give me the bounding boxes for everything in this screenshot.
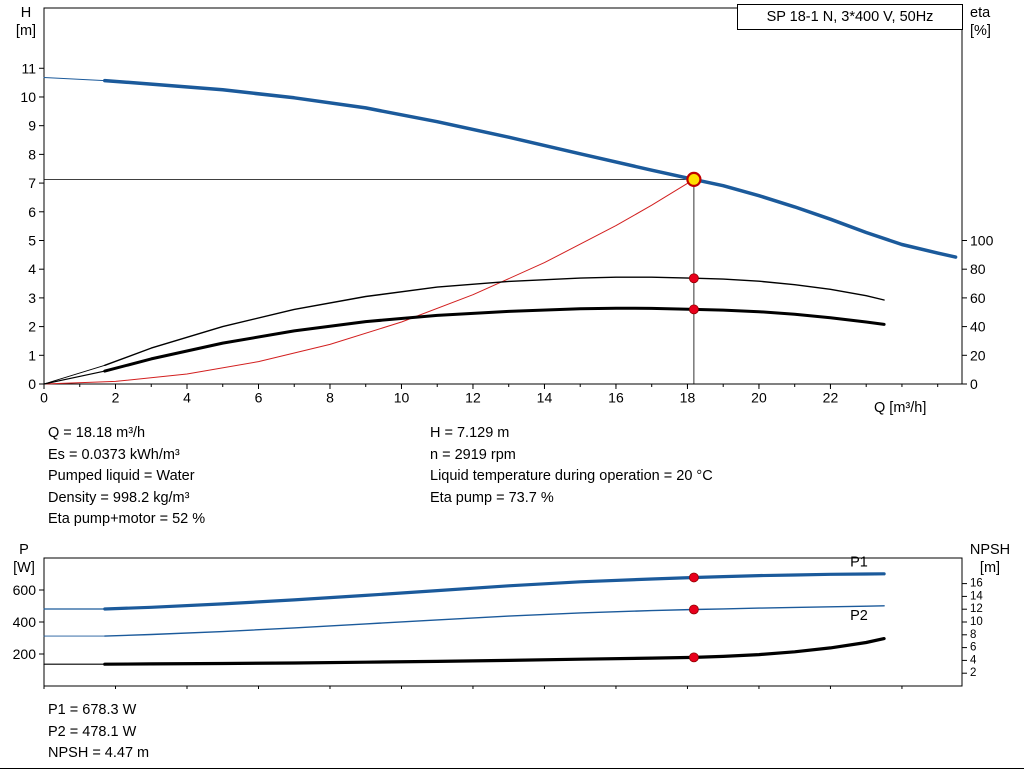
npsh-axis-name: NPSH xyxy=(969,542,1011,558)
power-npsh-chart-frame xyxy=(43,557,963,687)
y-right-tick-label: 20 xyxy=(970,347,986,363)
info-line-liquid: Pumped liquid = Water xyxy=(48,468,195,485)
info-block-bottom: P1 = 678.3 W P2 = 478.1 W NPSH = 4.47 m xyxy=(48,700,149,765)
y-right-tick-label: 12 xyxy=(970,603,983,615)
h-axis-unit: [m] xyxy=(15,23,37,39)
x-tick-label: 18 xyxy=(680,389,696,405)
qh-eta-chart-frame xyxy=(43,7,963,385)
info-block-right: H = 7.129 m n = 2919 rpm Liquid temperat… xyxy=(430,423,713,509)
info-line-h: H = 7.129 m xyxy=(430,425,510,441)
y-right-tick-label: 80 xyxy=(970,261,986,277)
info-line-eta-pump: Eta pump = 73.7 % xyxy=(430,489,554,506)
y-right-tick-label: 100 xyxy=(970,232,994,248)
x-tick-label: 8 xyxy=(326,389,334,405)
eta-pump-motor-point xyxy=(688,304,699,315)
y-right-tick-label: 14 xyxy=(970,590,983,602)
eta-pump-leader xyxy=(43,364,106,385)
y-right-tick-label: 16 xyxy=(970,578,983,590)
qh-eta-chart: 0 2 4 6 8 10 12 14 16 18 20 22012345678910110204060… xyxy=(20,7,994,405)
info-line-es: Es = 0.0373 kWh/m³ xyxy=(48,446,180,463)
q-axis-title: Q [m³/h] xyxy=(874,400,927,416)
p1-point xyxy=(688,572,699,583)
info-line-eta-pump-motor: Eta pump+motor = 52 % xyxy=(48,511,206,528)
y-left-tick-label: 7 xyxy=(28,175,36,191)
p1-curve-label: P1 xyxy=(850,554,868,570)
eta-pump-point xyxy=(688,273,699,284)
x-tick-label: 12 xyxy=(465,389,481,405)
y-left-tick-label: 3 xyxy=(28,290,36,306)
y-right-tick-label: 4 xyxy=(970,654,977,666)
duty-point xyxy=(686,171,702,187)
system-curve xyxy=(43,178,695,385)
x-tick-label: 0 xyxy=(40,389,48,405)
x-tick-label: 20 xyxy=(751,389,767,405)
y-left-tick-label: 600 xyxy=(13,582,37,598)
x-tick-label: 14 xyxy=(537,389,553,405)
y-left-tick-label: 9 xyxy=(28,118,36,134)
x-tick-label: 4 xyxy=(183,389,191,405)
p2-point xyxy=(688,604,699,615)
info-line-n: n = 2919 rpm xyxy=(430,446,516,463)
footer-divider xyxy=(0,768,1024,769)
eta-axis-unit: [%] xyxy=(970,23,991,39)
y-left-tick-label: 1 xyxy=(28,347,36,363)
x-tick-label: 2 xyxy=(112,389,120,405)
y-right-tick-label: 40 xyxy=(970,319,986,335)
eta-pump-motor-curve xyxy=(103,306,886,373)
info-line-p1: P1 = 678.3 W xyxy=(48,702,137,718)
npsh-axis-title: NPSH [m] xyxy=(962,541,1018,577)
y-right-tick-label: 6 xyxy=(970,642,976,654)
y-left-tick-label: 5 xyxy=(28,232,36,248)
y-left-tick-label: 11 xyxy=(21,60,36,76)
y-right-tick-label: 0 xyxy=(970,376,978,392)
p1-curve xyxy=(103,572,886,611)
x-tick-label: 16 xyxy=(608,389,624,405)
y-right-tick-label: 8 xyxy=(970,629,976,641)
y-left-tick-label: 4 xyxy=(28,261,36,277)
y-left-tick-label: 6 xyxy=(28,204,36,220)
qh-curve xyxy=(103,78,958,259)
y-right-tick-label: 10 xyxy=(970,616,983,628)
info-line-q: Q = 18.18 m³/h xyxy=(48,425,146,441)
info-line-npsh: NPSH = 4.47 m xyxy=(48,745,150,762)
pump-title-box: SP 18-1 N, 3*400 V, 50Hz xyxy=(737,4,963,30)
p-axis-name: P xyxy=(19,542,29,558)
y-left-tick-label: 8 xyxy=(28,146,36,162)
x-tick-label: 22 xyxy=(823,389,839,405)
p-axis-title: P [W] xyxy=(8,541,40,577)
npsh-point xyxy=(688,652,699,663)
y-right-tick-label: 2 xyxy=(970,667,976,679)
info-block-left: Q = 18.18 m³/h Es = 0.0373 kWh/m³ Pumped… xyxy=(48,423,205,531)
eta-axis-name: eta xyxy=(970,5,991,21)
qh-leader xyxy=(43,77,106,82)
p2-curve-label: P2 xyxy=(850,608,868,624)
x-tick-label: 6 xyxy=(255,389,263,405)
info-line-density: Density = 998.2 kg/m³ xyxy=(48,489,190,506)
y-right-tick-label: 60 xyxy=(970,290,986,306)
info-line-temperature: Liquid temperature during operation = 20… xyxy=(430,468,713,485)
y-left-tick-label: 2 xyxy=(28,319,36,335)
h-axis-name: H xyxy=(20,5,32,21)
p-axis-unit: [W] xyxy=(13,560,35,576)
y-left-tick-label: 10 xyxy=(20,89,36,105)
eta-axis-title: eta [%] xyxy=(970,4,1014,40)
y-left-tick-label: 400 xyxy=(13,614,37,630)
x-tick-label: 10 xyxy=(394,389,410,405)
p2-curve xyxy=(104,605,885,637)
h-axis-title: H [m] xyxy=(10,4,42,40)
y-left-tick-label: 200 xyxy=(13,646,37,662)
info-line-p2: P2 = 478.1 W xyxy=(48,723,137,740)
eta-pump-motor-leader xyxy=(43,370,106,385)
npsh-axis-unit: [m] xyxy=(979,560,1001,576)
npsh-curve xyxy=(103,637,886,666)
y-left-tick-label: 0 xyxy=(28,376,36,392)
eta-pump-curve xyxy=(104,276,885,366)
